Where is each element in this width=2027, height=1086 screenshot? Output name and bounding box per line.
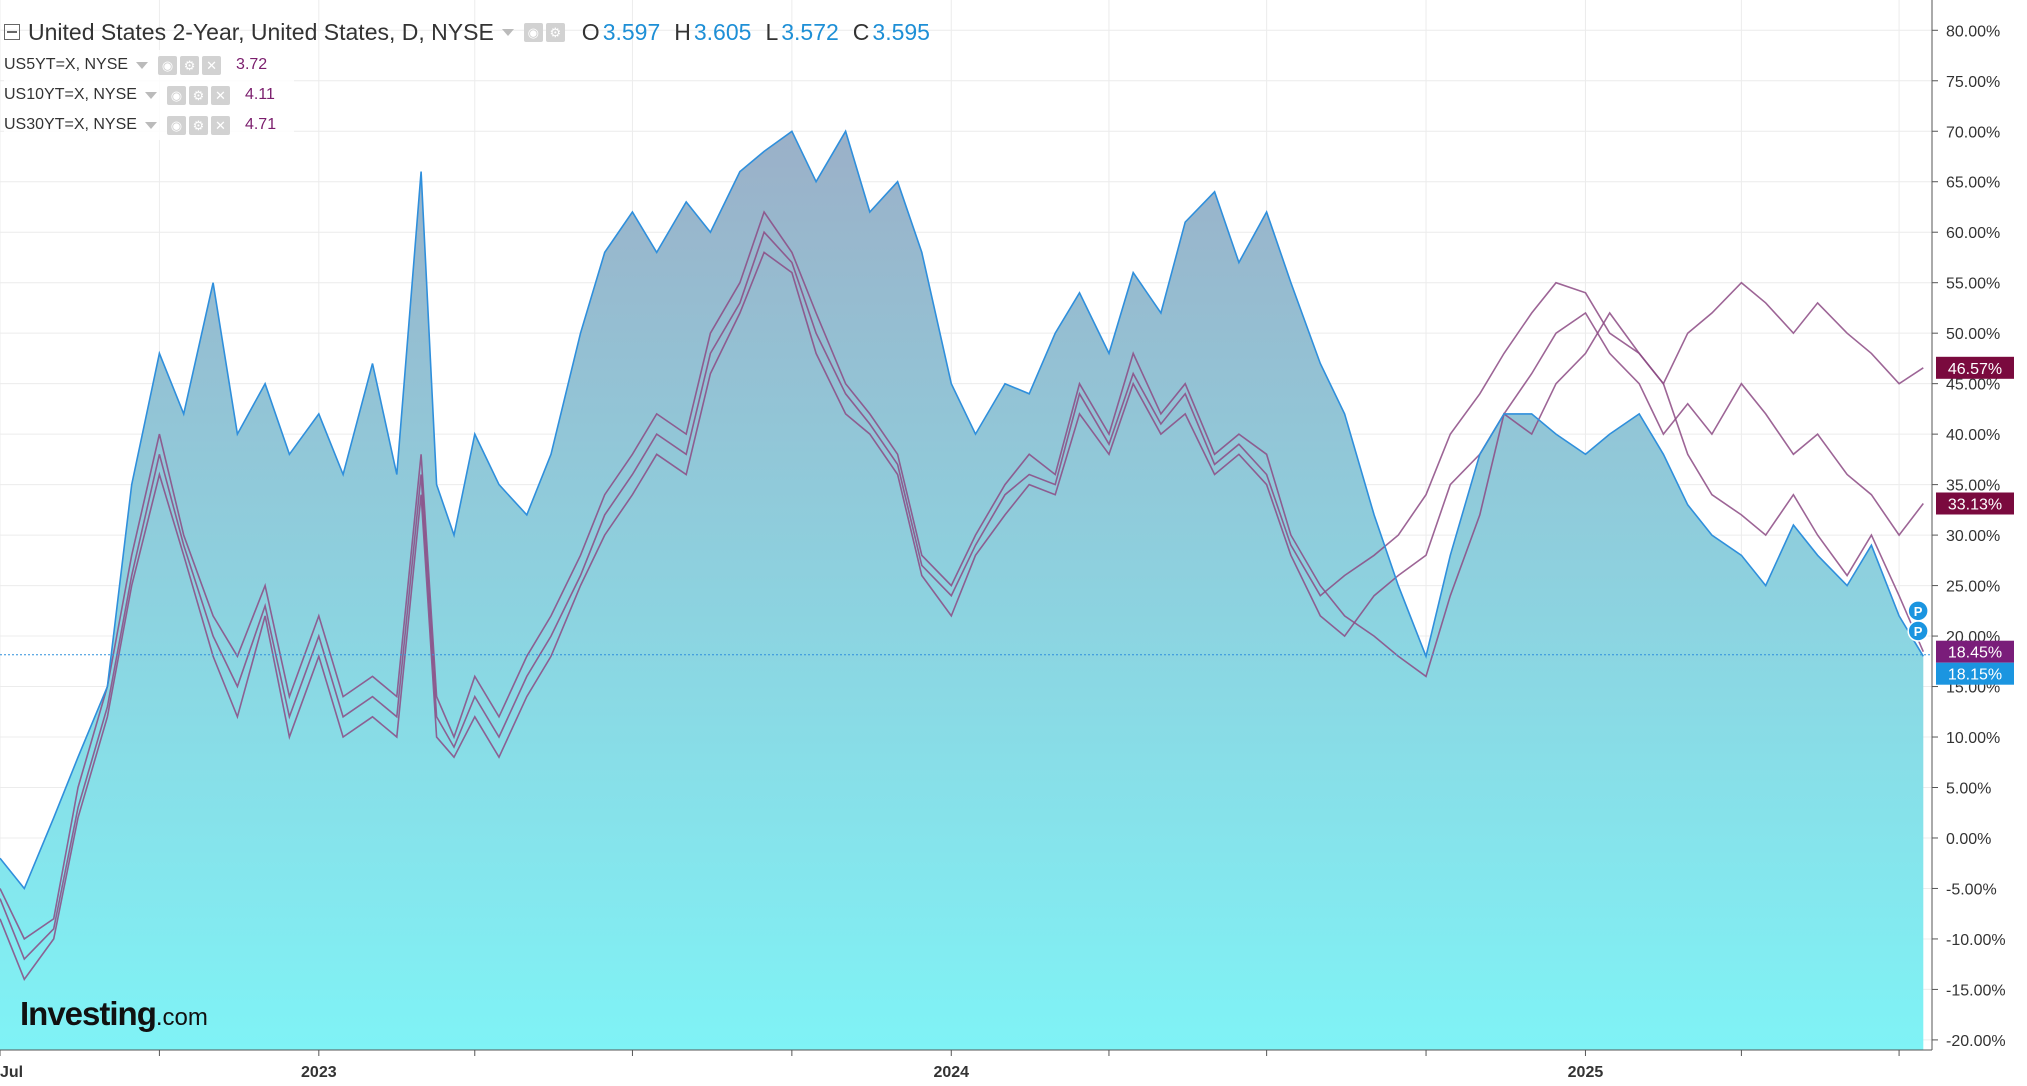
main-series-header: United States 2-Year, United States, D, … [4, 14, 930, 50]
price-tag [1936, 492, 2014, 515]
gear-icon[interactable]: ⚙ [188, 85, 208, 105]
eye-icon[interactable]: ◉ [158, 55, 178, 75]
x-tick-label: 2024 [933, 1064, 969, 1081]
x-tick-label: 2025 [1568, 1064, 1604, 1081]
event-marker [1907, 620, 1929, 642]
price-tag [1936, 356, 2014, 379]
y-tick-label: 5.00% [1946, 781, 1991, 798]
y-tick-label: -10.00% [1946, 932, 2006, 949]
ohlc-open-key: O [581, 18, 600, 45]
chevron-down-icon[interactable] [144, 91, 157, 99]
gear-icon[interactable]: ⚙ [188, 115, 208, 135]
ohlc-low-key: L [765, 18, 779, 45]
ohlc-close-value: 3.595 [872, 18, 930, 45]
y-tick-label: 65.00% [1946, 175, 2000, 192]
overlay-us30y[interactable]: US30YT=X, NYSE ◉ ⚙ ✕ 4.71 [4, 110, 294, 140]
y-tick-label: 70.00% [1946, 124, 2000, 141]
legend: United States 2-Year, United States, D, … [4, 14, 930, 140]
gear-icon[interactable]: ⚙ [180, 55, 200, 75]
overlay-us10y[interactable]: US10YT=X, NYSE ◉ ⚙ ✕ 4.11 [4, 80, 294, 110]
event-marker-label: P [1914, 624, 1923, 639]
y-tick-label: 45.00% [1946, 377, 2000, 394]
ohlc-open-value: 3.597 [602, 18, 661, 45]
y-tick-label: -15.00% [1946, 982, 2006, 999]
y-tick-label: 30.00% [1946, 528, 2000, 545]
eye-icon[interactable]: ◉ [166, 115, 186, 135]
y-tick-label: 50.00% [1946, 326, 2000, 343]
y-tick-label: 25.00% [1946, 579, 2000, 596]
overlay-series-line-2 [0, 251, 1924, 981]
price-tag-label: 33.13% [1948, 496, 2002, 513]
price-tag-label: 18.15% [1948, 667, 2002, 684]
ohlc-high-key: H [674, 18, 691, 45]
ohlc-close-key: C [852, 18, 870, 45]
y-tick-label: 60.00% [1946, 225, 2000, 242]
overlay-value: 3.72 [236, 56, 268, 73]
y-tick-label: 0.00% [1946, 831, 1991, 848]
price-tag [1936, 662, 2014, 685]
y-tick-label: 75.00% [1946, 74, 2000, 91]
price-tag-label: 18.45% [1948, 645, 2002, 662]
main-series-line [0, 129, 1924, 891]
x-axis-band [0, 1051, 1932, 1086]
price-tag [1936, 640, 2014, 663]
price-tag-label: 46.57% [1948, 361, 2002, 378]
y-tick-label: -20.00% [1946, 1033, 2006, 1050]
overlay-series-line-1 [0, 210, 1925, 941]
logo-suffix: .com [155, 1004, 208, 1031]
overlay-symbol: US5YT=X, NYSE [4, 56, 129, 73]
overlay-us5y[interactable]: US5YT=X, NYSE ◉ ⚙ ✕ 3.72 [4, 50, 294, 80]
x-tick-label: 2023 [301, 1064, 337, 1081]
logo-brand: Investing [20, 995, 157, 1032]
overlay-value: 4.11 [244, 86, 275, 103]
overlay-symbol: US10YT=X, NYSE [4, 86, 137, 103]
eye-icon[interactable]: ◉ [166, 85, 186, 105]
chevron-down-icon[interactable] [136, 61, 149, 69]
close-icon[interactable]: ✕ [210, 115, 230, 135]
chevron-down-icon[interactable] [144, 121, 157, 129]
ohlc-low-value: 3.572 [781, 18, 839, 45]
investing-logo: Investing.com [20, 995, 208, 1033]
overlay-value: 4.71 [244, 116, 277, 133]
y-tick-label: 55.00% [1946, 276, 2000, 293]
overlay-symbol: US30YT=X, NYSE [4, 116, 137, 133]
ohlc-high-value: 3.605 [693, 18, 752, 45]
x-tick-label: Jul [0, 1064, 23, 1081]
gear-icon[interactable]: ⚙ [545, 22, 565, 42]
close-icon[interactable]: ✕ [202, 55, 222, 75]
chevron-down-icon[interactable] [501, 28, 514, 36]
eye-icon[interactable]: ◉ [523, 22, 543, 42]
y-tick-label: 10.00% [1946, 730, 2000, 747]
y-tick-label: 35.00% [1946, 478, 2000, 495]
overlay-series-line-3 [0, 230, 1924, 961]
main-series-title: United States 2-Year, United States, D, … [28, 18, 494, 45]
y-tick-label: 40.00% [1946, 427, 2000, 444]
y-tick-label: 80.00% [1946, 23, 2000, 40]
close-icon[interactable]: ✕ [210, 85, 230, 105]
y-tick-label: -5.00% [1946, 881, 1997, 898]
collapse-icon[interactable] [4, 24, 20, 40]
event-marker-label: P [1914, 604, 1923, 619]
